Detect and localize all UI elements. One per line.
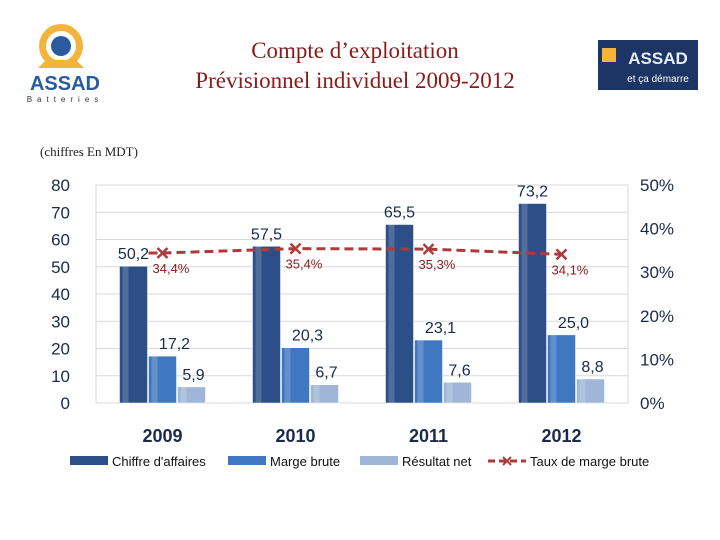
logo-left-name: ASSAD <box>30 73 100 95</box>
logo-right-tag: et ça démarre <box>627 74 689 85</box>
y-tick-label: 60 <box>51 231 70 250</box>
y-tick-label: 0 <box>61 394 70 413</box>
data-label-marge: 20,3 <box>292 328 323 345</box>
logo-right-name: ASSAD <box>628 49 688 68</box>
bar-highlight <box>180 386 187 403</box>
y-tick-label: 10 <box>51 367 70 386</box>
bar-highlight <box>151 356 158 403</box>
bar-resultat <box>443 382 472 404</box>
y-tick-label: 50 <box>51 258 70 277</box>
bar-highlight <box>446 382 453 403</box>
data-label-taux: 35,3% <box>419 257 456 272</box>
data-label-ca: 57,5 <box>251 226 282 243</box>
data-label-ca: 73,2 <box>517 184 548 201</box>
data-label-taux: 34,1% <box>552 262 589 277</box>
y-tick-label: 80 <box>51 176 70 195</box>
data-label-resultat: 7,6 <box>448 362 470 379</box>
legend-label-taux: Taux de marge brute <box>530 454 649 469</box>
data-label-ca: 50,2 <box>118 246 149 263</box>
legend-swatch-ca <box>70 456 108 465</box>
y-tick-label: 30 <box>51 312 70 331</box>
bar-highlight <box>579 379 586 403</box>
bar-ca <box>385 224 414 404</box>
y2-tick-label: 30% <box>640 263 674 282</box>
bar-marge <box>281 347 310 404</box>
y2-tick-label: 40% <box>640 220 674 239</box>
bar-highlight <box>521 203 528 403</box>
assad-slogan-logo: ASSAD et ça démarre <box>598 40 698 90</box>
legend-marker-taux <box>502 456 512 466</box>
data-label-resultat: 6,7 <box>315 365 337 382</box>
bar-resultat <box>310 384 339 404</box>
data-label-marge: 23,1 <box>425 320 456 337</box>
bar-marge <box>414 339 443 404</box>
x-tick-label: 2009 <box>142 426 182 446</box>
bar-ca <box>252 246 281 404</box>
logo-left-sub: Batteries <box>27 95 104 104</box>
y-tick-label: 20 <box>51 340 70 359</box>
bar-marge <box>547 334 576 404</box>
data-label-marge: 25,0 <box>558 315 589 332</box>
bar-marge <box>148 355 177 404</box>
bar-highlight <box>550 334 557 403</box>
legend-label-marge: Marge brute <box>270 454 340 469</box>
y2-tick-label: 0% <box>640 394 665 413</box>
units-note: (chiffres En MDT) <box>40 144 138 159</box>
legend-swatch-resultat <box>360 456 398 465</box>
bar-highlight <box>388 224 395 403</box>
data-label-resultat: 5,9 <box>182 367 204 384</box>
x-tick-label: 2012 <box>541 426 581 446</box>
data-label-resultat: 8,8 <box>581 359 603 376</box>
line-point-taux <box>156 247 169 259</box>
bar-ca <box>119 265 148 404</box>
legend-label-ca: Chiffre d'affaires <box>112 454 206 469</box>
bar-highlight <box>255 246 262 403</box>
assad-batteries-logo: ASSAD Batteries <box>8 24 122 104</box>
bar-highlight <box>313 384 320 403</box>
page-title-line1: Compte d’exploitation <box>251 38 459 63</box>
data-label-ca: 65,5 <box>384 205 415 222</box>
y-tick-label: 70 <box>51 203 70 222</box>
page-title-line2: Prévisionnel individuel 2009-2012 <box>195 68 515 93</box>
y2-tick-label: 50% <box>640 176 674 195</box>
data-label-taux: 34,4% <box>153 261 190 276</box>
line-point-taux <box>289 242 302 255</box>
bar-highlight <box>284 347 291 403</box>
line-point-taux <box>555 248 568 261</box>
data-label-taux: 35,4% <box>286 257 323 272</box>
x-tick-label: 2011 <box>409 426 448 446</box>
legend-label-resultat: Résultat net <box>402 454 472 469</box>
bar-highlight <box>417 340 424 403</box>
y2-tick-label: 10% <box>640 350 674 369</box>
bar-resultat <box>576 378 605 404</box>
bar-resultat <box>177 386 206 404</box>
y2-tick-label: 20% <box>640 307 674 326</box>
bar-ca <box>518 203 547 404</box>
legend-swatch-marge <box>228 456 266 465</box>
y-tick-label: 40 <box>51 285 70 304</box>
bar-highlight <box>122 266 129 403</box>
line-point-taux <box>422 243 435 255</box>
data-label-marge: 17,2 <box>159 336 190 353</box>
x-tick-label: 2010 <box>275 426 315 446</box>
